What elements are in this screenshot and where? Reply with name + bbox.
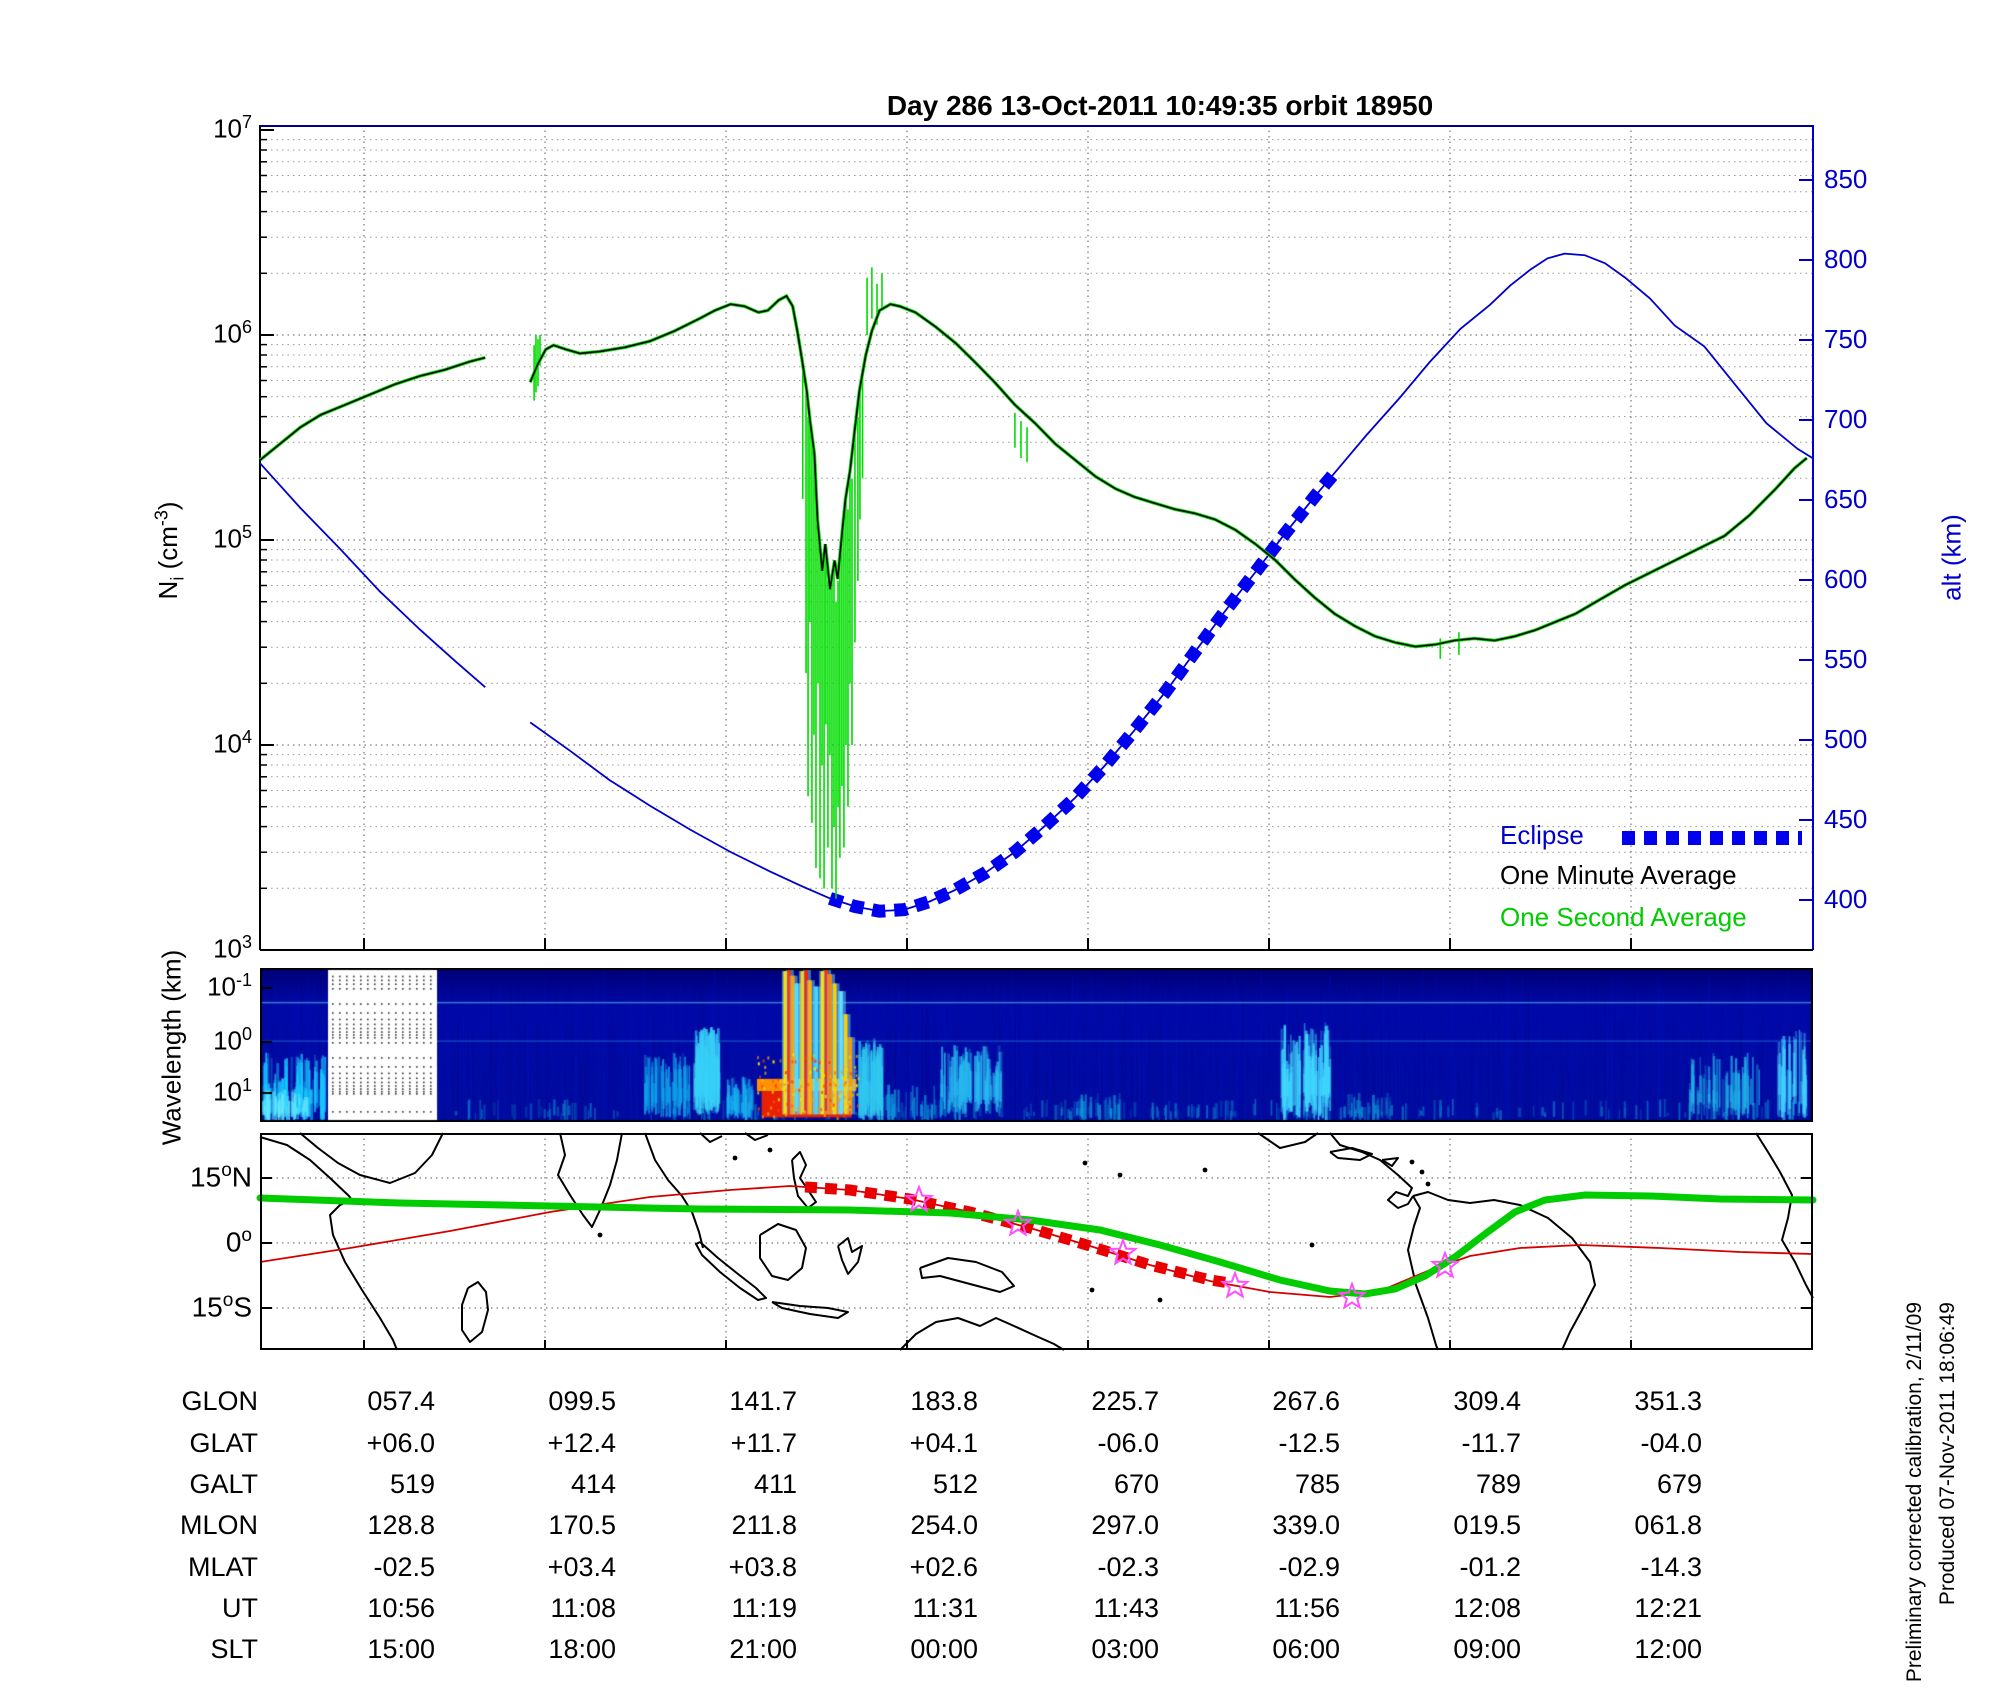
density-tick-label: 103: [213, 932, 252, 964]
table-cell-slt-1: 15:00: [367, 1634, 435, 1664]
y-axis-label-altitude: alt (km): [1936, 514, 1967, 601]
table-cell-galt-7: 789: [1475, 1469, 1521, 1499]
table-cell-glon-2: 099.5: [548, 1386, 616, 1416]
table-cell-ut-1: 10:56: [367, 1593, 435, 1623]
table-cell-mlat-4: +02.6: [909, 1552, 978, 1582]
table-cell-glat-6: -12.5: [1278, 1428, 1340, 1458]
table-cell-galt-8: 679: [1656, 1469, 1702, 1499]
table-cell-glon-6: 267.6: [1272, 1386, 1340, 1416]
table-cell-ut-6: 11:56: [1274, 1593, 1340, 1623]
table-cell-glat-3: +11.7: [730, 1428, 797, 1458]
density-tick-label: 105: [213, 522, 252, 554]
density-tick-label: 104: [213, 727, 252, 759]
table-cell-slt-6: 06:00: [1272, 1634, 1340, 1664]
table-cell-mlat-3: +03.8: [728, 1552, 797, 1582]
table-cell-mlat-1: -02.5: [373, 1552, 435, 1582]
table-cell-galt-4: 512: [932, 1469, 978, 1499]
altitude-tick-label: 650: [1824, 484, 1868, 514]
altitude-tick-label: 700: [1824, 404, 1868, 434]
table-cell-galt-2: 414: [570, 1469, 616, 1499]
table-cell-mlat-5: -02.3: [1097, 1552, 1159, 1582]
table-cell-slt-5: 03:00: [1091, 1634, 1159, 1664]
altitude-tick-label: 750: [1824, 324, 1868, 354]
table-cell-glon-4: 183.8: [910, 1386, 978, 1416]
altitude-tick-label: 850: [1824, 164, 1868, 194]
wavelength-spectrogram-panel: [260, 968, 1813, 1122]
table-cell-glat-7: -11.7: [1461, 1428, 1521, 1458]
table-row-label-ut: UT: [222, 1593, 258, 1623]
table-cell-galt-6: 785: [1294, 1469, 1340, 1499]
altitude-tick-label: 600: [1824, 564, 1868, 594]
table-cell-slt-2: 18:00: [548, 1634, 616, 1664]
legend-eclipse-label: Eclipse: [1500, 820, 1584, 850]
table-cell-glon-3: 141.7: [729, 1386, 797, 1416]
wavelength-tick-label: 101: [213, 1075, 252, 1107]
table-cell-mlon-2: 170.5: [548, 1510, 616, 1540]
table-cell-ut-7: 12:08: [1453, 1593, 1521, 1623]
latitude-tick-label: 0o: [225, 1225, 252, 1258]
table-cell-slt-3: 21:00: [729, 1634, 797, 1664]
table-cell-mlat-7: -01.2: [1459, 1552, 1521, 1582]
latitude-tick-label: 15oN: [190, 1160, 252, 1193]
table-cell-slt-7: 09:00: [1453, 1634, 1521, 1664]
altitude-tick-label: 450: [1824, 804, 1868, 834]
table-row-label-mlon: MLON: [179, 1510, 258, 1540]
altitude-tick-label: 800: [1824, 244, 1868, 274]
table-cell-mlon-3: 211.8: [731, 1510, 797, 1540]
table-cell-ut-2: 11:08: [550, 1593, 616, 1623]
table-cell-mlon-1: 128.8: [367, 1510, 435, 1540]
altitude-tick-label: 550: [1824, 644, 1868, 674]
table-cell-ut-8: 12:21: [1634, 1593, 1702, 1623]
table-cell-glon-8: 351.3: [1634, 1386, 1702, 1416]
table-row-label-slt: SLT: [210, 1634, 258, 1664]
table-cell-ut-4: 11:31: [912, 1593, 978, 1623]
table-cell-galt-1: 519: [389, 1469, 435, 1499]
table-cell-ut-3: 11:19: [731, 1593, 797, 1623]
plot-title: Day 286 13-Oct-2011 10:49:35 orbit 18950: [886, 90, 1434, 121]
legend-one-second-label: One Second Average: [1500, 902, 1747, 932]
footer-produced-note: Produced 07-Nov-2011 18:06:49: [1936, 1302, 1959, 1606]
table-cell-slt-8: 12:00: [1634, 1634, 1702, 1664]
density-altitude-panel: [258, 125, 1814, 951]
legend-eclipse-dash-sample: [1622, 831, 1802, 845]
density-tick-label: 107: [213, 112, 252, 144]
wavelength-tick-label: 10-1: [207, 970, 252, 1002]
density-tick-label: 106: [213, 317, 252, 349]
ground-track-map-panel: [256, 1132, 1817, 1351]
table-cell-slt-4: 00:00: [910, 1634, 978, 1664]
table-cell-galt-3: 411: [753, 1469, 797, 1499]
table-row-label-glat: GLAT: [189, 1428, 258, 1458]
latitude-tick-label: 15oS: [191, 1290, 252, 1323]
altitude-tick-label: 400: [1824, 884, 1868, 914]
table-cell-glat-1: +06.0: [366, 1428, 435, 1458]
table-cell-glat-8: -04.0: [1640, 1428, 1702, 1458]
table-cell-glat-4: +04.1: [909, 1428, 978, 1458]
table-cell-mlat-6: -02.9: [1278, 1552, 1340, 1582]
table-cell-glon-1: 057.4: [367, 1386, 435, 1416]
table-cell-glon-7: 309.4: [1453, 1386, 1521, 1416]
table-cell-mlon-8: 061.8: [1634, 1510, 1702, 1540]
table-cell-galt-5: 670: [1113, 1469, 1159, 1499]
table-row-label-galt: GALT: [189, 1469, 258, 1499]
table-cell-glat-2: +12.4: [547, 1428, 616, 1458]
wavelength-tick-label: 100: [213, 1024, 252, 1056]
table-cell-mlat-2: +03.4: [547, 1552, 616, 1582]
table-cell-mlon-5: 297.0: [1091, 1510, 1159, 1540]
table-cell-mlon-6: 339.0: [1272, 1510, 1340, 1540]
table-row-label-glon: GLON: [181, 1386, 258, 1416]
table-row-label-mlat: MLAT: [187, 1552, 258, 1582]
table-cell-mlon-4: 254.0: [910, 1510, 978, 1540]
footer-calibration-note: Preliminary corrected calibration, 2/11/…: [1903, 1302, 1926, 1683]
table-cell-glat-5: -06.0: [1097, 1428, 1159, 1458]
legend-one-minute-label: One Minute Average: [1500, 860, 1737, 890]
table-cell-ut-5: 11:43: [1093, 1593, 1159, 1623]
altitude-tick-label: 500: [1824, 724, 1868, 754]
table-cell-mlon-7: 019.5: [1453, 1510, 1521, 1540]
table-cell-glon-5: 225.7: [1091, 1386, 1159, 1416]
table-cell-mlat-8: -14.3: [1640, 1552, 1702, 1582]
